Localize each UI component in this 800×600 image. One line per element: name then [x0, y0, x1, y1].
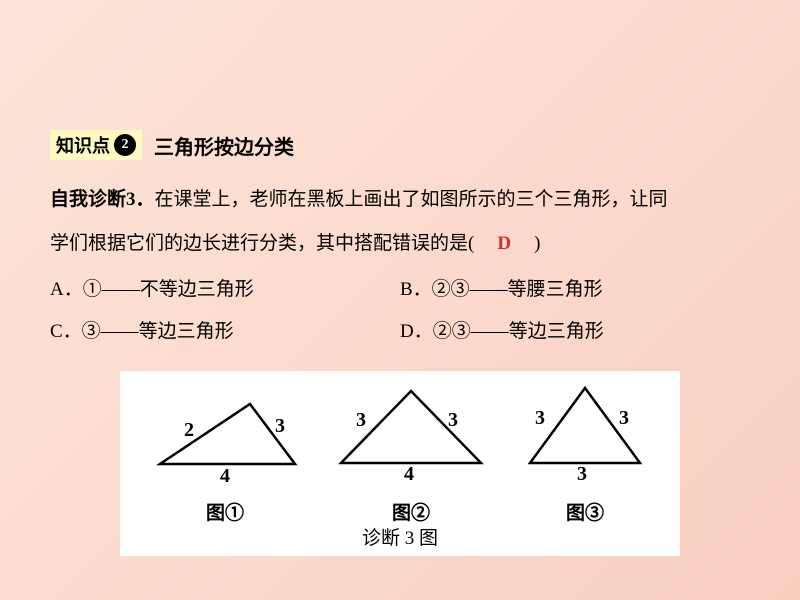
option-c: C．③——等边三角形: [50, 311, 400, 353]
tri1-right-label: 3: [275, 415, 285, 438]
tri1-caption: 图①: [140, 498, 310, 525]
tri3-bottom-label: 3: [577, 463, 587, 486]
answer-letter: D: [493, 233, 515, 254]
badge-number: 2: [114, 134, 136, 156]
tri2-caption: 图②: [326, 498, 496, 525]
question-lead: 自我诊断3．: [50, 189, 155, 210]
question-line1: 在课堂上，老师在黑板上画出了如图所示的三个三角形，让同: [155, 189, 668, 210]
tri3-right-label: 3: [619, 407, 629, 430]
figure-caption: 诊断 3 图: [120, 523, 680, 550]
options-grid: A．①——不等边三角形 B．②③——等腰三角形 C．③——等边三角形 D．②③—…: [50, 269, 750, 353]
badge-prefix: 知识点: [56, 132, 110, 158]
question-text: 自我诊断3．在课堂上，老师在黑板上画出了如图所示的三个三角形，让同 学们根据它们…: [50, 178, 750, 265]
tri1-left-label: 2: [184, 419, 194, 442]
slide-content: 知识点 2 三角形按边分类 自我诊断3．在课堂上，老师在黑板上画出了如图所示的三…: [0, 0, 800, 556]
tri3-caption: 图③: [515, 498, 655, 525]
tri2-right-label: 3: [448, 409, 458, 432]
tri2-left-label: 3: [356, 409, 366, 432]
question-line2b: ): [515, 233, 540, 254]
option-a: A．①——不等边三角形: [50, 269, 400, 311]
heading-row: 知识点 2 三角形按边分类: [50, 130, 750, 160]
tri2-bottom-label: 4: [404, 463, 414, 486]
option-b: B．②③——等腰三角形: [400, 269, 750, 311]
figure-box: 2 3 4 图① 3 3 4 图② 3 3 3 图③ 诊断 3 图: [120, 371, 680, 556]
triangle-3: 3 3 3 图③: [515, 383, 655, 525]
question-line2a: 学们根据它们的边长进行分类，其中搭配错误的是(: [50, 233, 493, 254]
triangle-2: 3 3 4 图②: [326, 383, 496, 525]
triangle-1: 2 3 4 图①: [140, 389, 310, 525]
option-d: D．②③——等边三角形: [400, 311, 750, 353]
knowledge-badge: 知识点 2: [50, 130, 142, 160]
tri1-bottom-label: 4: [220, 465, 230, 488]
tri3-left-label: 3: [535, 407, 545, 430]
heading-title: 三角形按边分类: [154, 131, 294, 160]
